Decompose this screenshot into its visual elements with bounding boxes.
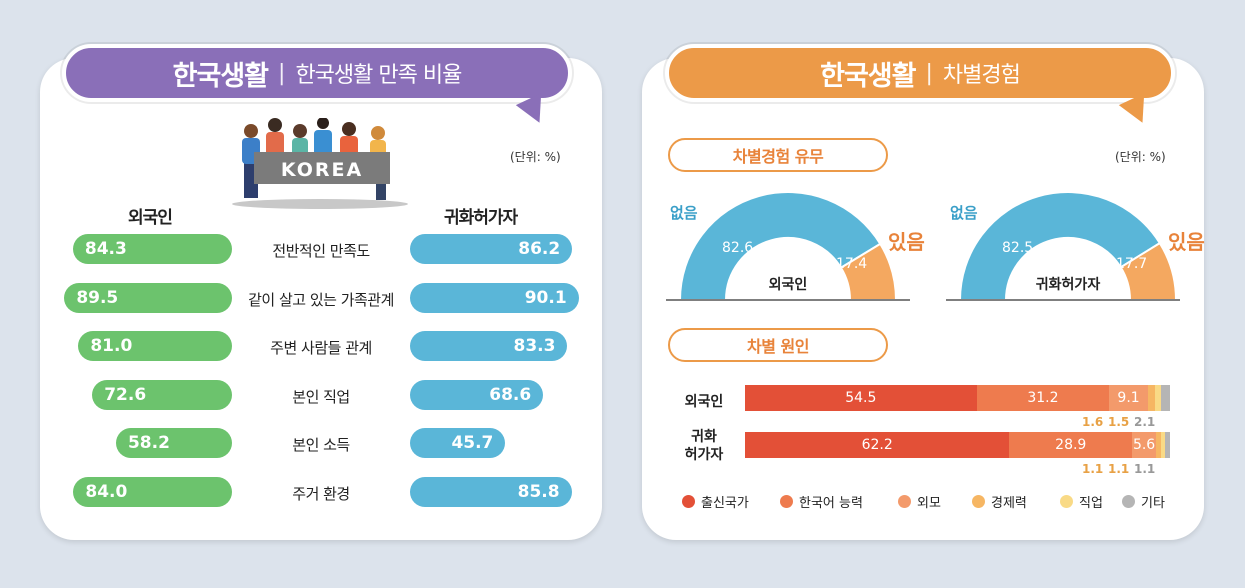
row-label: 귀화 허가자 <box>684 429 724 463</box>
legend-item: 한국어 능력 <box>780 492 863 511</box>
donut-value-yes: 17.7 <box>1116 256 1148 272</box>
bar-segment: 9.1 <box>1109 385 1148 411</box>
bar-segment <box>1165 432 1170 458</box>
banner-separator: | <box>278 60 286 86</box>
donut-label-none: 없음 <box>950 204 978 222</box>
legend-swatch <box>898 495 911 508</box>
legend-swatch <box>682 495 695 508</box>
bar-naturalized: 45.7 <box>410 428 506 458</box>
category-label: 본인 소득 <box>292 436 350 454</box>
satisfaction-banner: 한국생활 | 한국생활 만족 비율 <box>62 44 572 102</box>
section-pill-cause: 차별 원인 <box>668 328 888 362</box>
discrimination-banner: 한국생활 | 차별경험 <box>665 44 1175 102</box>
donut-charts <box>666 191 1180 301</box>
bar-naturalized: 68.6 <box>410 379 544 410</box>
legend-swatch <box>1060 495 1073 508</box>
unit-label: (단위: %) <box>1115 150 1166 164</box>
legend-item: 경제력 <box>972 492 1027 511</box>
bar-foreigner: 58.2 <box>115 428 232 458</box>
bar-foreigner: 84.3 <box>72 234 232 264</box>
banner-separator: | <box>925 60 933 86</box>
category-label: 같이 살고 있는 가족관계 <box>248 290 394 309</box>
small-value-label: 1.6 <box>1082 415 1104 429</box>
bar-naturalized: 85.8 <box>410 476 572 507</box>
legend-item: 출신국가 <box>682 492 749 511</box>
illustration-text: KOREA <box>281 159 363 181</box>
donut-center-label: 외국인 <box>768 277 808 293</box>
bar-segment: 54.5 <box>745 385 977 411</box>
bar-segment <box>1147 385 1155 411</box>
legend-label: 한국어 능력 <box>799 496 863 511</box>
legend-item: 직업 <box>1060 492 1103 511</box>
section-pill-experience: 차별경험 유무 <box>668 138 888 172</box>
bar-segment: 31.2 <box>976 385 1110 411</box>
banner-subtitle: 차별경험 <box>942 63 1021 88</box>
legend-label: 기타 <box>1141 496 1165 511</box>
donut-label-none: 없음 <box>670 204 698 222</box>
bar-segment <box>1154 385 1162 411</box>
bar-segment <box>1161 385 1170 411</box>
donut-center-label: 귀화허가자 <box>1035 277 1101 293</box>
bar-naturalized: 86.2 <box>410 234 573 264</box>
unit-label: (단위: %) <box>510 150 561 164</box>
bar-foreigner: 81.0 <box>78 331 232 361</box>
banner-subtitle: 한국생활 만족 비율 <box>295 63 462 88</box>
bar-foreigner: 89.5 <box>64 282 232 313</box>
small-value-label: 2.1 <box>1134 415 1156 429</box>
korea-crowd-illustration: KOREA <box>232 118 408 209</box>
category-label: 본인 직업 <box>292 387 350 406</box>
legend-swatch <box>780 495 793 508</box>
donut-value-none: 82.5 <box>1002 240 1034 256</box>
bar-segment <box>1160 432 1166 458</box>
category-label: 주변 사람들 관계 <box>270 339 372 357</box>
donut-slice-none <box>958 191 1162 301</box>
bar-segment: 28.9 <box>1009 432 1133 458</box>
bar-segment <box>1155 432 1161 458</box>
small-value-label: 1.1 <box>1134 462 1156 476</box>
legend-label: 경제력 <box>991 496 1027 511</box>
legend-label: 외모 <box>917 496 941 511</box>
banner-title: 한국생활 <box>172 60 269 92</box>
legend-item: 기타 <box>1122 492 1165 511</box>
row-label: 외국인 <box>684 394 724 410</box>
bar-foreigner: 84.0 <box>73 476 232 507</box>
bar-naturalized: 90.1 <box>410 282 579 313</box>
category-label: 주거 환경 <box>292 484 350 503</box>
donut-value-none: 82.6 <box>722 240 754 256</box>
donut-label-yes: 있음 <box>888 230 925 254</box>
banner-title: 한국생활 <box>820 60 916 92</box>
legend-swatch <box>1122 495 1135 508</box>
small-value-label: 1.5 <box>1108 415 1130 429</box>
donut-label-yes: 있음 <box>1168 230 1205 254</box>
legend-swatch <box>972 495 985 508</box>
bar-segment: 62.2 <box>745 432 1010 458</box>
donut-value-yes: 17.4 <box>836 256 868 272</box>
legend-label: 출신국가 <box>701 496 749 511</box>
bar-foreigner: 72.6 <box>92 379 232 410</box>
col-header-naturalized: 귀화허가자 <box>444 208 518 228</box>
legend-label: 직업 <box>1079 496 1103 511</box>
legend-item: 외모 <box>898 492 941 511</box>
bar-naturalized: 83.3 <box>410 331 568 361</box>
category-label: 전반적인 만족도 <box>272 242 370 260</box>
bar-segment: 5.6 <box>1132 432 1156 458</box>
col-header-foreigner: 외국인 <box>128 208 173 228</box>
small-value-label: 1.1 <box>1082 462 1104 476</box>
small-value-label: 1.1 <box>1108 462 1130 476</box>
donut-slice-none <box>678 191 882 301</box>
